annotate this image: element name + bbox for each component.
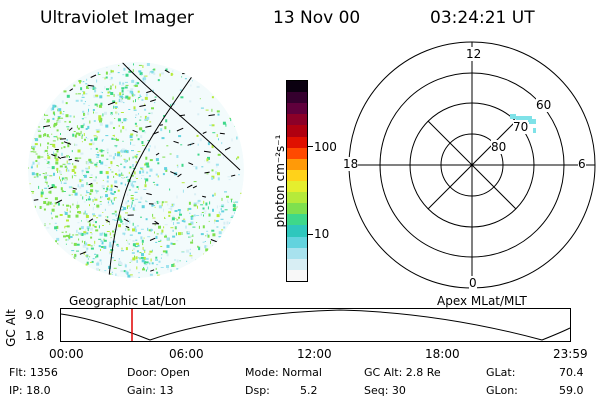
mode-value: Mode: Normal	[245, 366, 322, 379]
auroral-speckle	[28, 63, 244, 278]
gc-alt-value: GC Alt: 2.8 Re	[364, 366, 441, 379]
altitude-curve	[60, 309, 571, 341]
gc-alt-tick-bottom: 1.8	[25, 329, 45, 343]
instrument-title: Ultraviolet Imager	[40, 8, 194, 28]
time-label: 03:24:21 UT	[430, 8, 535, 28]
colorbar	[286, 80, 308, 282]
polar-plot	[348, 41, 596, 289]
ip-value: IP: 18.0	[9, 384, 51, 397]
latitude-line	[119, 62, 241, 171]
colorbar-segment	[287, 247, 307, 259]
dsp-value: 5.2	[300, 384, 318, 397]
colorbar-tick-100	[308, 146, 313, 147]
colorbar-segment	[287, 180, 307, 193]
colorbar-segment	[287, 158, 307, 170]
geographic-label: Geographic Lat/Lon	[69, 294, 187, 308]
time-tick-2359: 23:59	[553, 347, 588, 361]
colorbar-segment	[287, 225, 307, 237]
longitude-line	[107, 62, 206, 278]
apex-label: Apex MLat/MLT	[437, 294, 527, 308]
door-status: Door: Open	[127, 366, 190, 379]
dsp-label: Dsp:	[245, 384, 270, 397]
polar-diagonal-2	[427, 120, 517, 210]
colorbar-unit-label: photon cm⁻²s⁻¹	[273, 134, 287, 228]
colorbar-segment	[287, 92, 307, 104]
glon-value: 59.0	[559, 384, 584, 397]
colorbar-segment	[287, 236, 307, 248]
time-tick-0000: 00:00	[49, 347, 84, 361]
glat-label: GLat:	[486, 366, 516, 379]
colorbar-tick-10	[308, 234, 313, 235]
time-tick-1800: 18:00	[425, 347, 460, 361]
colorbar-segment	[287, 203, 307, 215]
mlat-label-80: 80	[491, 140, 507, 154]
mlt-label-12: 12	[466, 47, 482, 61]
colorbar-segment	[287, 169, 307, 181]
glon-label: GLon:	[486, 384, 518, 397]
gc-alt-axis-title: GC Alt	[4, 309, 18, 347]
gain-value: Gain: 13	[127, 384, 174, 397]
gc-alt-tick-top: 9.0	[25, 308, 45, 322]
polar-aurora-spot	[510, 114, 536, 133]
date-label: 13 Nov 00	[273, 8, 361, 28]
geographic-image	[28, 62, 244, 278]
colorbar-segment	[287, 81, 307, 93]
colorbar-label-100: 100	[314, 140, 337, 154]
colorbar-segment	[287, 103, 307, 115]
colorbar-segment	[287, 114, 307, 126]
seq-value: Seq: 30	[364, 384, 406, 397]
mlt-label-0: 0	[469, 276, 477, 290]
colorbar-segment	[287, 147, 307, 159]
colorbar-segment	[287, 258, 307, 270]
mlat-label-70: 70	[513, 120, 529, 134]
mlat-label-60: 60	[536, 98, 552, 112]
altitude-timeline	[60, 308, 571, 342]
colorbar-segment	[287, 136, 307, 148]
glat-value: 70.4	[559, 366, 584, 379]
time-tick-1200: 12:00	[297, 347, 332, 361]
mlt-label-18: 18	[343, 157, 359, 171]
colorbar-label-10: 10	[314, 227, 330, 241]
flight-number: Flt: 1356	[9, 366, 58, 379]
colorbar-segment	[287, 214, 307, 226]
colorbar-segment	[287, 125, 307, 137]
mlt-label-6: 6	[578, 157, 586, 171]
time-tick-0600: 06:00	[169, 347, 204, 361]
colorbar-segment	[287, 192, 307, 204]
colorbar-segment	[287, 269, 307, 281]
